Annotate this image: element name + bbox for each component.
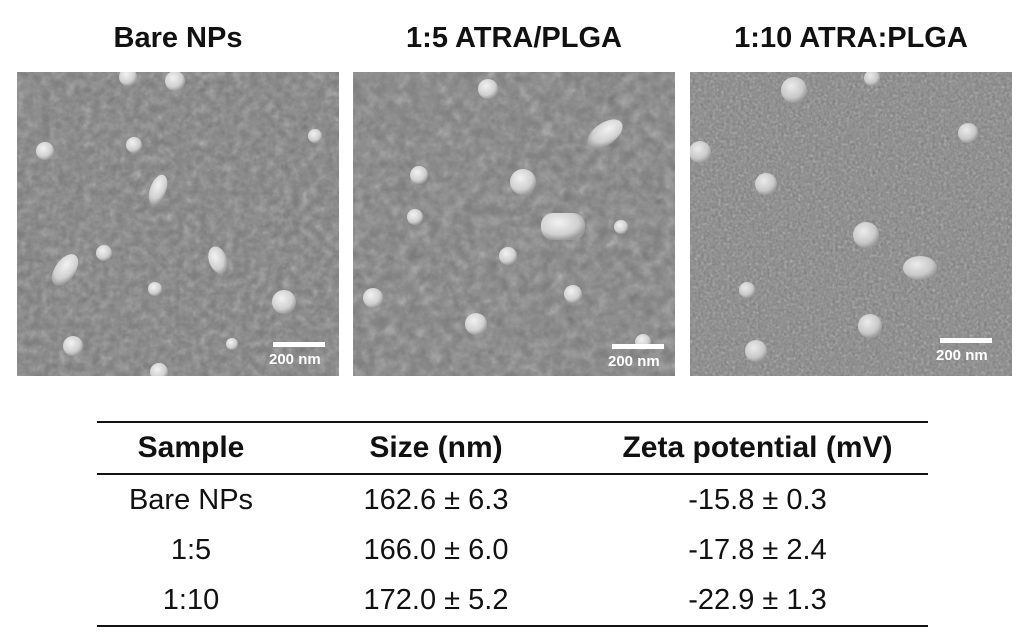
table-cell-sample: 1:5 — [170, 533, 212, 566]
table-cell-sample: Bare NPs — [128, 483, 254, 516]
table-cell-size: 162.6 ± 6.3 — [363, 483, 509, 516]
sem-image-bare-nps: 200 nm — [17, 72, 339, 376]
scale-bar-label: 200 nm — [936, 347, 988, 364]
panel-title-1-5: 1:5 ATRA/PLGA — [406, 22, 622, 54]
scale-bar-label: 200 nm — [269, 351, 321, 368]
table-cell-zeta: -17.8 ± 2.4 — [688, 533, 827, 566]
sem-micrograph — [17, 72, 339, 376]
column-header-size: Size (nm) — [285, 421, 587, 475]
scale-bar-label: 200 nm — [608, 353, 660, 370]
sem-micrograph — [690, 72, 1012, 376]
sem-image-1-5: 200 nm — [353, 72, 675, 376]
table-row: Bare NPs 162.6 ± 6.3 -15.8 ± 0.3 — [97, 474, 928, 525]
table-header-row: Sample Size (nm) Zeta potential (mV) — [97, 421, 928, 475]
table-cell-sample: 1:10 — [97, 575, 285, 627]
sem-image-1-10: 200 nm — [690, 72, 1012, 376]
table-cell-zeta: -15.8 ± 0.3 — [688, 483, 827, 516]
sem-micrograph — [353, 72, 675, 376]
column-header-zeta-potential: Zeta potential (mV) — [587, 421, 928, 475]
nanoparticle-properties-table: Sample Size (nm) Zeta potential (mV) Bar… — [97, 421, 928, 627]
panel-title-bare-nps: Bare NPs — [113, 22, 243, 54]
table-cell-size: 166.0 ± 6.0 — [363, 533, 509, 566]
table-cell-zeta: -22.9 ± 1.3 — [587, 575, 928, 627]
table-row: 1:10 172.0 ± 5.2 -22.9 ± 1.3 — [97, 575, 928, 627]
table-cell-size: 172.0 ± 5.2 — [285, 575, 587, 627]
table-row: 1:5 166.0 ± 6.0 -17.8 ± 2.4 — [97, 525, 928, 575]
panel-title-1-10: 1:10 ATRA:PLGA — [734, 22, 968, 54]
column-header-sample: Sample — [97, 421, 285, 475]
